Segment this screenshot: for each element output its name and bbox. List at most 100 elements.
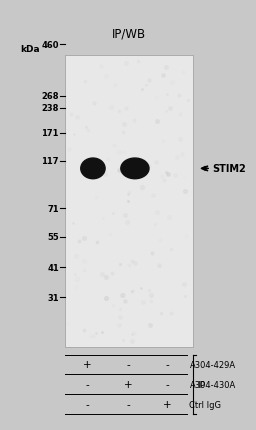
Point [118, 306, 122, 313]
Point [151, 192, 155, 199]
Point [123, 298, 127, 304]
Point [130, 258, 134, 265]
Point [167, 214, 171, 221]
Point [73, 271, 77, 278]
Point [95, 240, 99, 246]
Point [133, 260, 137, 267]
Text: Ctrl IgG: Ctrl IgG [189, 400, 221, 408]
Text: kDa: kDa [20, 45, 40, 54]
Text: STIM2: STIM2 [212, 164, 246, 174]
Text: IP/WB: IP/WB [112, 28, 146, 41]
Point [182, 175, 186, 182]
Point [160, 173, 164, 180]
Text: A304-430A: A304-430A [189, 380, 236, 389]
Point [109, 104, 113, 111]
Point [86, 127, 90, 134]
Point [154, 95, 158, 101]
Text: -: - [85, 379, 89, 390]
Point [164, 64, 168, 71]
Point [157, 263, 161, 270]
Point [132, 330, 136, 337]
Point [165, 92, 169, 98]
Point [104, 74, 109, 80]
Point [153, 221, 157, 228]
Text: 268: 268 [41, 92, 59, 101]
Point [121, 337, 125, 344]
Point [147, 77, 151, 84]
Point [140, 184, 144, 191]
Point [104, 274, 108, 281]
Text: IP: IP [197, 380, 205, 389]
Point [94, 330, 98, 337]
Point [159, 310, 163, 317]
Point [175, 154, 179, 161]
Point [124, 105, 128, 112]
Point [84, 124, 88, 131]
Point [155, 209, 159, 216]
Point [69, 111, 73, 118]
Point [144, 82, 148, 89]
Point [101, 215, 105, 221]
Text: -: - [165, 359, 169, 370]
Point [125, 198, 130, 205]
Text: +: + [124, 379, 132, 390]
Point [124, 60, 128, 67]
Text: -: - [85, 399, 89, 409]
Point [111, 301, 115, 308]
Point [183, 188, 187, 195]
Text: 55: 55 [47, 233, 59, 242]
Text: +: + [83, 359, 91, 370]
Point [138, 285, 143, 292]
Text: -: - [165, 379, 169, 390]
Point [130, 289, 134, 295]
Point [110, 270, 114, 277]
Text: -: - [126, 399, 130, 409]
Point [118, 261, 122, 268]
Bar [65, 56, 193, 347]
Point [82, 327, 86, 334]
Point [106, 156, 110, 163]
Point [164, 169, 168, 176]
Point [178, 136, 182, 143]
Point [88, 333, 92, 340]
Text: +: + [163, 399, 172, 409]
Point [136, 59, 140, 66]
Point [123, 212, 127, 219]
Point [72, 131, 77, 138]
Text: 31: 31 [47, 293, 59, 302]
Point [127, 189, 132, 196]
Point [168, 106, 172, 113]
Point [117, 149, 121, 156]
Point [122, 121, 126, 128]
Point [122, 150, 126, 157]
Point [111, 210, 115, 217]
Point [150, 250, 154, 257]
Point [123, 162, 127, 169]
Point [113, 83, 117, 89]
Point [77, 238, 81, 245]
Point [99, 64, 103, 71]
Text: 117: 117 [41, 157, 59, 166]
Text: 460: 460 [41, 41, 59, 49]
Point [82, 267, 86, 273]
Point [162, 138, 166, 145]
Point [75, 276, 79, 283]
Point [166, 171, 170, 178]
Text: -: - [126, 359, 130, 370]
Point [121, 129, 125, 136]
Point [100, 329, 104, 335]
Point [94, 194, 98, 201]
Point [132, 117, 136, 124]
Point [118, 108, 122, 115]
Point [169, 310, 173, 316]
Point [91, 333, 95, 340]
Point [183, 293, 187, 300]
Point [124, 219, 129, 226]
Point [104, 295, 108, 301]
Point [112, 143, 116, 150]
Point [180, 151, 184, 158]
Point [74, 253, 78, 260]
Point [177, 93, 181, 100]
Point [120, 292, 124, 298]
Point [186, 97, 190, 104]
